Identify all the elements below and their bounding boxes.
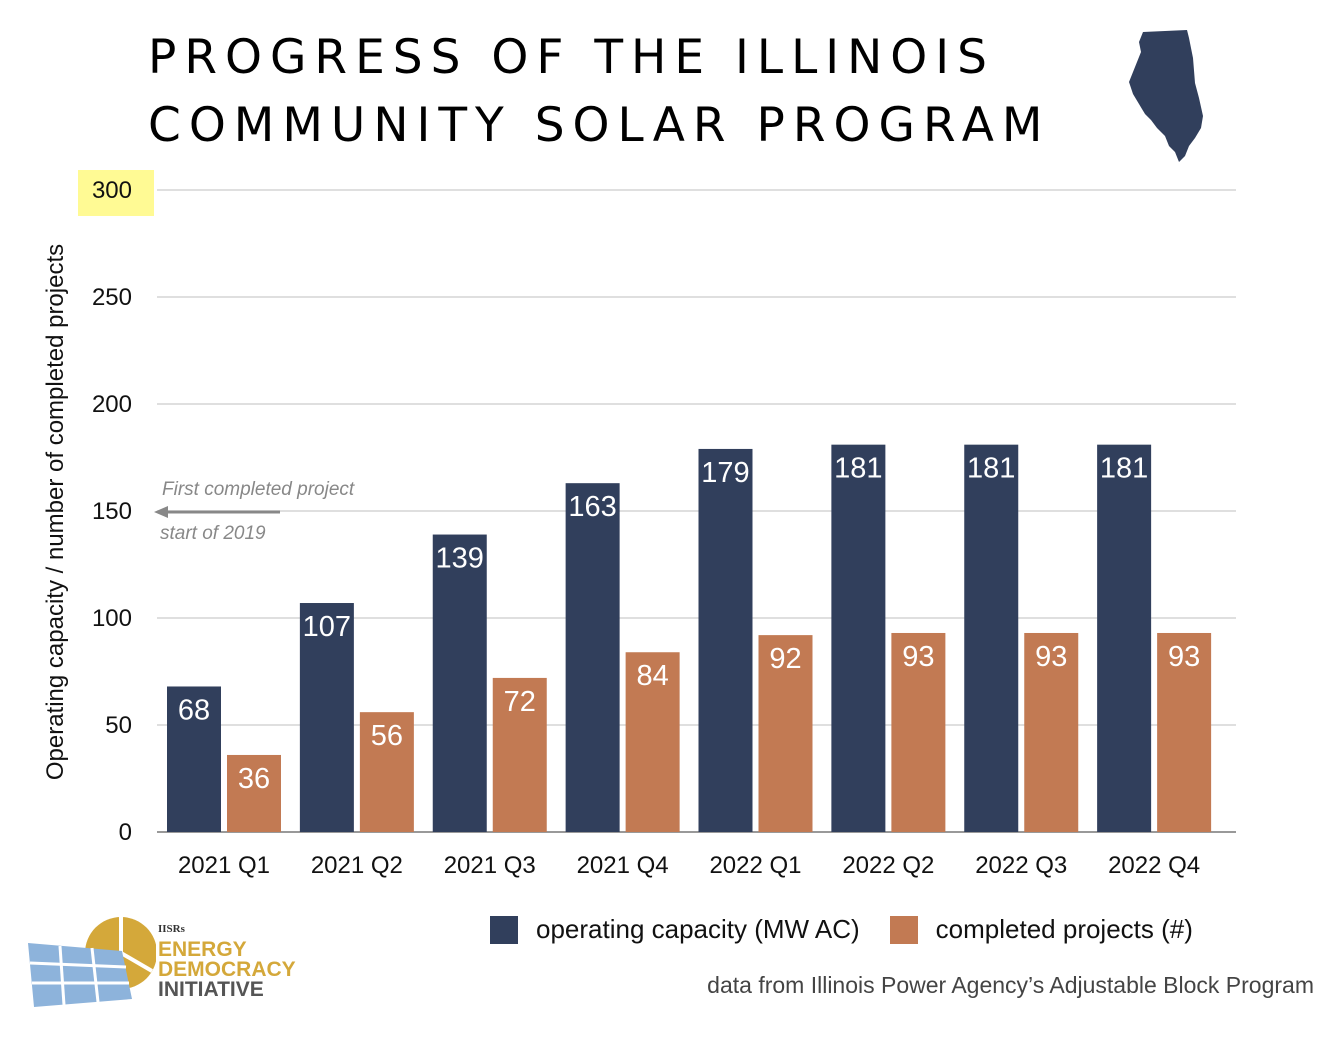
y-tick-label: 200 (92, 391, 132, 418)
bar-data-label: 72 (504, 686, 536, 718)
x-tick-label: 2022 Q1 (709, 852, 801, 879)
source-note: data from Illinois Power Agency’s Adjust… (707, 972, 1314, 998)
bar-capacity (831, 444, 886, 832)
bar-projects (492, 677, 547, 832)
bar-capacity (167, 686, 221, 832)
y-tick-labels: 0 50 100 150 200 250 300 (92, 177, 132, 846)
bar-projects (1157, 632, 1212, 832)
legend-item-capacity: operating capacity (MW AC) (490, 914, 860, 945)
bar-data-label: 93 (902, 641, 934, 673)
y-tick-label: 100 (92, 605, 132, 632)
bars: 68 36 107 56 139 72 163 84 179 92 181 93 181 93 181 93 (167, 444, 1212, 832)
annotation-line-2: start of 2019 (160, 523, 266, 544)
legend-swatch-projects (889, 915, 918, 944)
legend-label-capacity: operating capacity (MW AC) (536, 914, 860, 944)
x-tick-label: 2021 Q2 (311, 852, 403, 879)
bar-data-label: 84 (636, 660, 668, 692)
y-tick-label: 50 (105, 712, 132, 739)
bar-projects (625, 652, 680, 832)
legend-label-projects: completed projects (#) (935, 914, 1193, 944)
bar-capacity (1097, 444, 1152, 832)
bar-data-label: 163 (568, 491, 616, 523)
bar-projects (359, 712, 414, 832)
logo-line-1: ENERGY (158, 938, 247, 961)
bar-data-label: 93 (1035, 641, 1067, 673)
bar-projects (227, 754, 281, 832)
bar-projects (891, 632, 946, 832)
chart-title-line-1: PROGRESS OF THE ILLINOIS (148, 30, 995, 85)
legend-item-projects: completed projects (#) (889, 914, 1193, 945)
legend-swatch-capacity (490, 915, 518, 944)
bar-data-label: 36 (238, 763, 270, 795)
y-tick-label: 300 (92, 177, 132, 204)
bar-data-label: 181 (967, 453, 1015, 485)
x-tick-labels: 2021 Q1 2021 Q2 2021 Q3 2021 Q4 2022 Q1 2022 … (178, 852, 1200, 879)
chart-title-line-2: COMMUNITY SOLAR PROGRAM (148, 98, 1051, 153)
bar-data-label: 93 (1168, 641, 1200, 673)
bar-projects (1024, 632, 1079, 832)
logo-small-text: IISRs (158, 923, 185, 935)
bar-data-label: 181 (834, 453, 882, 485)
bar-data-label: 92 (769, 643, 801, 675)
x-tick-label: 2021 Q3 (444, 852, 536, 879)
logo-line-2: DEMOCRACY (158, 958, 296, 981)
bar-data-label: 107 (303, 611, 351, 643)
bar-data-label: 179 (701, 457, 749, 489)
illinois-state-icon (1129, 30, 1203, 162)
annotation-arrow-head (154, 506, 168, 518)
y-tick-label: 150 (92, 498, 132, 525)
bar-projects (758, 635, 813, 832)
y-axis-label: Operating capacity / number of completed… (42, 244, 69, 780)
logo-line-3: INITIATIVE (158, 978, 264, 1001)
bar-data-label: 181 (1100, 453, 1148, 485)
ytick-highlight (78, 170, 154, 216)
solar-panel-sun-icon (28, 917, 156, 1007)
bar-data-label: 68 (178, 694, 210, 726)
bar-capacity (299, 603, 354, 832)
y-tick-label: 250 (92, 284, 132, 311)
y-tick-label: 0 (119, 819, 132, 846)
legend: operating capacity (MW AC) completed pro… (490, 914, 1223, 945)
x-tick-label: 2021 Q4 (577, 852, 669, 879)
bar-capacity (565, 483, 620, 832)
x-tick-label: 2022 Q2 (842, 852, 934, 879)
annotation-line-1: First completed project (162, 479, 355, 500)
x-tick-label: 2022 Q4 (1108, 852, 1200, 879)
bar-data-label: 139 (436, 543, 484, 575)
bar-capacity (964, 444, 1019, 832)
x-tick-label: 2022 Q3 (975, 852, 1067, 879)
energy-democracy-initiative-logo: IISRs ENERGY DEMOCRACY INITIATIVE (26, 915, 316, 1010)
bar-capacity (432, 534, 487, 832)
bar-data-label: 56 (371, 720, 403, 752)
x-tick-label: 2021 Q1 (178, 852, 270, 879)
bar-capacity (698, 448, 753, 832)
